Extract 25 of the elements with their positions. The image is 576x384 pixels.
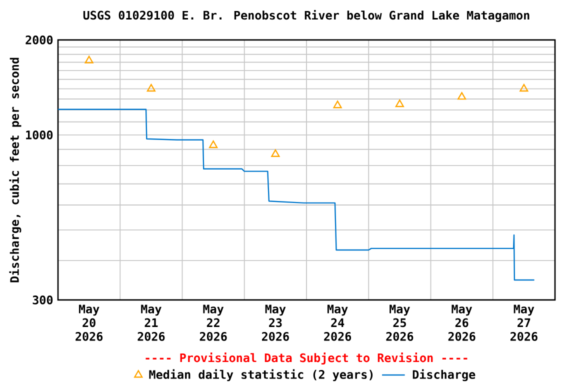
point [209,140,218,148]
y-tick-label: 2000 [26,36,53,44]
point [146,84,156,92]
y-tick-label: 300 [32,296,53,304]
legend-label: Discharge [412,369,476,382]
x-tick-label: May 25 2026 [386,304,414,341]
y-axis-title: Discharge, cubic feet per second [9,58,22,282]
x-tick-label: May 26 2026 [448,304,476,341]
point [271,149,280,157]
chart-title: USGS 01029100 E. Br. Penobscot River below Grand Lake Matagamon [83,10,530,22]
x-tick-label: May 23 2026 [262,304,289,341]
legend-label: Median daily statistic (2 years) [149,369,373,382]
point [520,84,528,92]
x-tick-label: May 20 2026 [76,304,103,341]
text: ---- Provisional Data Subject to Revision ---- [146,352,468,364]
x-tick-label: May 22 2026 [200,304,227,341]
x-tick-label: May 27 2026 [510,304,538,341]
x-tick-label: May 24 2026 [324,304,352,341]
point [84,56,94,64]
point [333,100,342,108]
y-tick-label: 1000 [26,130,53,140]
point [395,100,404,108]
point [458,92,466,100]
x-tick-label: May 21 2026 [138,304,165,341]
line-series [57,108,535,281]
